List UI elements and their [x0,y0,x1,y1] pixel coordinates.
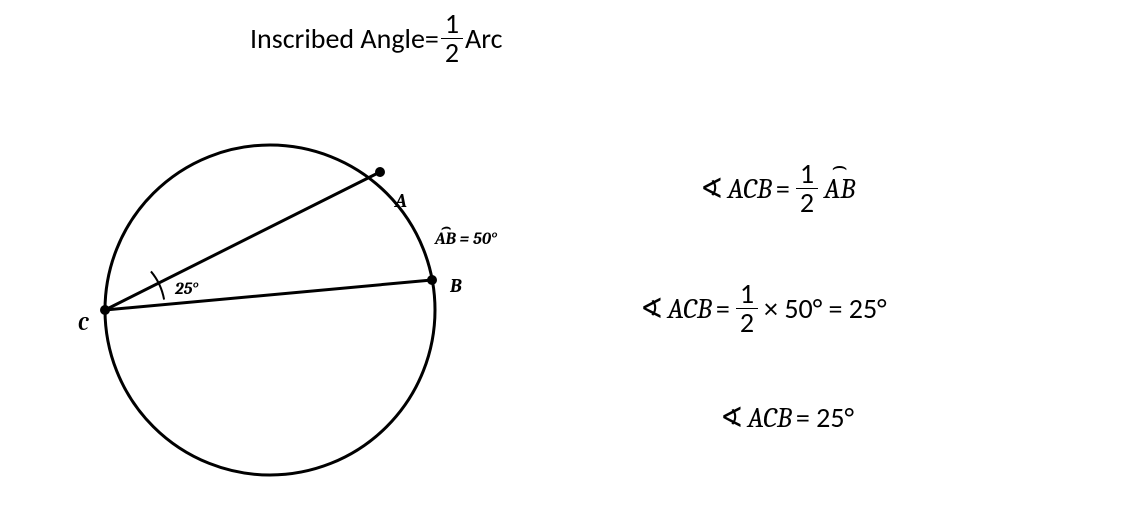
angle-symbol: ∢ [640,291,663,326]
eq1-fraction: 1 2 [796,160,818,217]
inscribed-angle-value: 25° [175,280,198,299]
circle-diagram [60,100,480,520]
stage: Inscribed Angle= 1 2 Arc A B C 25° ⌢ AB … [0,0,1140,520]
angle-symbol: ∢ [700,171,723,206]
eq3-lhs: ACB [747,402,791,434]
eq1-lhs: ACB [727,173,771,205]
eq2-den: 2 [736,309,758,337]
point-label-C: C [78,313,88,335]
arc-value-label: ⌢ AB = 50° [435,230,497,249]
equation-2: ∢ ACB = 1 2 × 50° = 25° [640,280,887,337]
equation-3: ∢ ACB = 25° [720,400,854,435]
eq1-equals: = [776,171,790,206]
title-fraction: 1 2 [441,10,463,67]
eq2-lhs: ACB [667,293,711,325]
equation-1: ∢ ACB = 1 2 ⌢ AB [700,160,855,217]
title-frac-den: 2 [441,39,463,67]
arc-AB-symbol: ⌢ AB [435,230,456,249]
eq2-equals: = [716,291,730,326]
title-formula: Inscribed Angle= 1 2 Arc [250,10,502,67]
eq2-fraction: 1 2 [736,280,758,337]
title-left: Inscribed Angle= [250,21,439,56]
eq3-rhs: = 25° [796,400,854,435]
arc-AB-value: = 50° [456,230,497,249]
point-label-A: A [395,190,407,212]
eq1-den: 2 [796,189,818,217]
point-label-B: B [450,275,462,297]
eq1-arc: ⌢ AB [824,171,855,206]
title-right: Arc [465,21,502,56]
angle-symbol: ∢ [720,400,743,435]
eq2-mult: × 50° = 25° [764,291,887,326]
